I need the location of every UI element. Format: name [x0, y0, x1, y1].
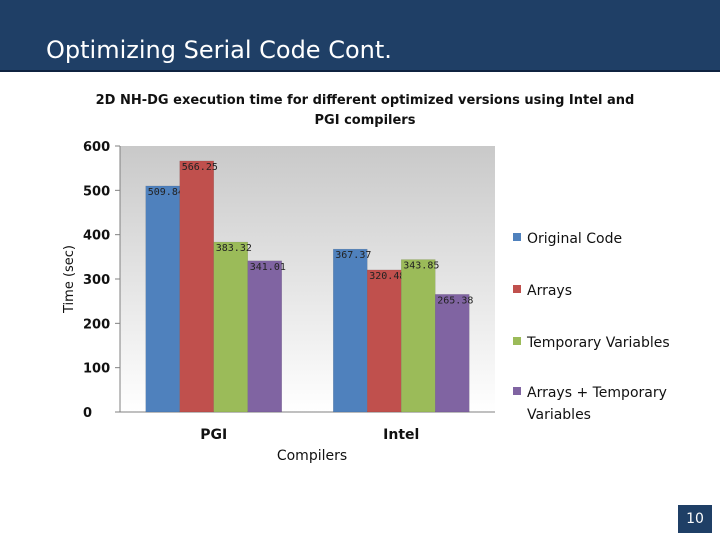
legend-swatch — [513, 233, 521, 241]
bar — [333, 248, 368, 413]
legend-label: Temporary Variables — [526, 335, 670, 351]
data-label: 367.37 — [335, 250, 371, 261]
data-label: 343.85 — [403, 261, 439, 272]
bar — [213, 241, 248, 413]
y-tick-label: 600 — [83, 140, 110, 155]
y-axis-title: Time (sec) — [62, 245, 77, 314]
slide-title-bar: Optimizing Serial Code Cont. — [0, 0, 720, 72]
bar — [435, 294, 470, 413]
legend-swatch — [513, 337, 521, 345]
data-label: 566.25 — [182, 162, 218, 173]
x-tick-label: Intel — [383, 427, 419, 443]
y-tick-label: 200 — [83, 317, 110, 332]
chart-title: 2D NH-DG execution time for different op… — [95, 93, 635, 128]
y-tick-label: 500 — [83, 184, 110, 199]
bar — [401, 259, 436, 413]
x-axis-title: Compilers — [277, 448, 347, 464]
legend-label: Original Code — [527, 231, 622, 247]
legend-swatch — [513, 387, 521, 395]
y-tick-label: 0 — [83, 406, 92, 421]
data-label: 383.32 — [216, 243, 252, 254]
bar — [367, 269, 402, 413]
y-tick-label: 400 — [83, 229, 110, 244]
data-label: 341.01 — [250, 262, 286, 273]
legend-label: Arrays — [527, 283, 572, 299]
legend-label: Arrays + Temporary Variables — [527, 385, 667, 423]
y-tick-label: 300 — [83, 273, 110, 288]
bar — [247, 260, 282, 413]
data-label: 509.84 — [148, 187, 184, 198]
bar — [145, 185, 180, 413]
x-tick-label: PGI — [200, 427, 227, 443]
bar — [179, 160, 214, 413]
data-label: 265.38 — [437, 295, 473, 306]
y-tick-label: 100 — [83, 362, 110, 377]
data-label: 320.48 — [369, 271, 405, 282]
legend-swatch — [513, 285, 521, 293]
page-number: 10 — [678, 505, 712, 533]
slide-title: Optimizing Serial Code Cont. — [46, 36, 392, 64]
